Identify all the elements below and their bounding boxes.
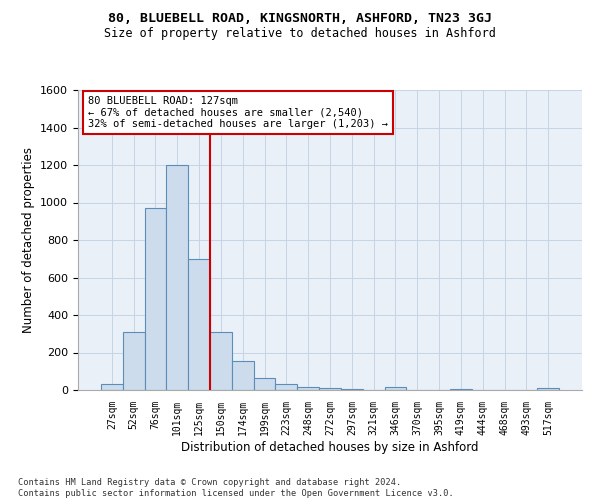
Bar <box>145 208 166 390</box>
Text: Size of property relative to detached houses in Ashford: Size of property relative to detached ho… <box>104 28 496 40</box>
Bar <box>385 387 406 390</box>
X-axis label: Distribution of detached houses by size in Ashford: Distribution of detached houses by size … <box>181 440 479 454</box>
Bar <box>232 361 254 390</box>
Text: 80, BLUEBELL ROAD, KINGSNORTH, ASHFORD, TN23 3GJ: 80, BLUEBELL ROAD, KINGSNORTH, ASHFORD, … <box>108 12 492 26</box>
Text: Contains HM Land Registry data © Crown copyright and database right 2024.
Contai: Contains HM Land Registry data © Crown c… <box>18 478 454 498</box>
Bar <box>254 378 275 390</box>
Bar <box>123 332 145 390</box>
Bar <box>297 386 319 390</box>
Bar <box>319 388 341 390</box>
Text: 80 BLUEBELL ROAD: 127sqm
← 67% of detached houses are smaller (2,540)
32% of sem: 80 BLUEBELL ROAD: 127sqm ← 67% of detach… <box>88 96 388 129</box>
Bar <box>101 384 123 390</box>
Bar <box>275 384 297 390</box>
Bar <box>537 388 559 390</box>
Bar <box>341 389 363 390</box>
Bar <box>210 332 232 390</box>
Bar <box>450 389 472 390</box>
Bar <box>166 165 188 390</box>
Y-axis label: Number of detached properties: Number of detached properties <box>22 147 35 333</box>
Bar <box>188 259 210 390</box>
